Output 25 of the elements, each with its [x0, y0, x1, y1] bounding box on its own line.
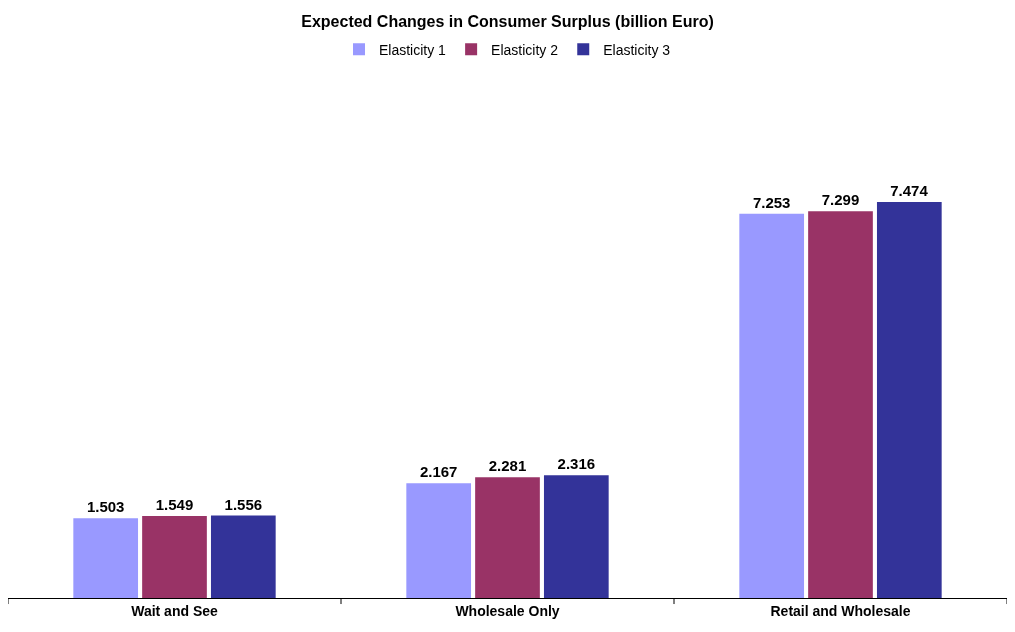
x-tick-label: Retail and Wholesale [770, 602, 911, 619]
legend-label: Elasticity 2 [491, 41, 559, 58]
bar [406, 483, 472, 598]
bar [210, 515, 276, 598]
data-label: 7.253 [752, 193, 791, 211]
data-label: 1.503 [86, 498, 125, 516]
data-label: 1.549 [155, 495, 194, 513]
bar [739, 213, 805, 598]
bar [808, 211, 873, 598]
legend-label: Elasticity 1 [379, 41, 447, 58]
data-label: 2.167 [419, 463, 458, 481]
data-label: 1.556 [224, 495, 263, 513]
bar [475, 477, 540, 598]
bar [142, 515, 207, 598]
bar [543, 475, 609, 598]
data-label: 2.316 [557, 455, 596, 473]
data-label: 7.474 [890, 181, 929, 199]
legend-label: Elasticity 3 [603, 41, 671, 58]
x-tick-label: Wait and See [131, 602, 219, 619]
bar [73, 518, 139, 598]
data-label: 7.299 [821, 191, 860, 209]
bar [876, 201, 942, 598]
chart-title: Expected Changes in Consumer Surplus (billion Euro) [301, 13, 714, 30]
x-tick-label: Wholesale Only [455, 602, 560, 619]
data-label: 2.281 [488, 457, 527, 475]
